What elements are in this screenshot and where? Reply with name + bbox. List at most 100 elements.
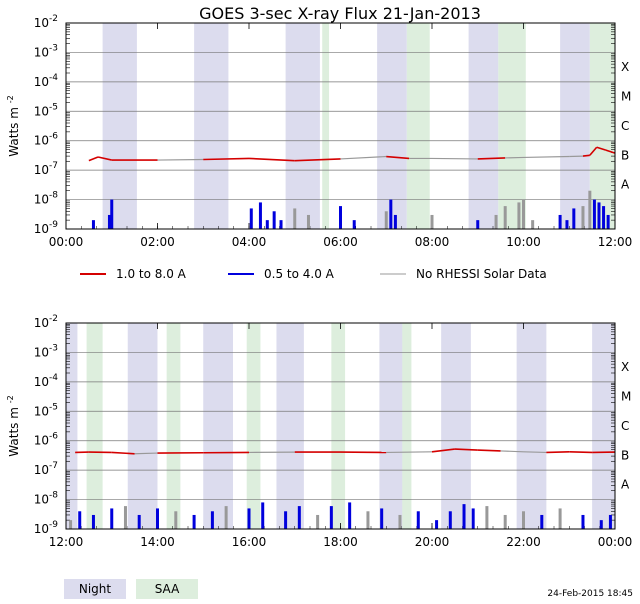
short-flux-bar	[273, 211, 276, 229]
short-flux-bar	[284, 511, 287, 529]
legend-label: 1.0 to 8.0 A	[116, 267, 187, 281]
short-flux-bar	[339, 206, 342, 229]
long-flux-segment	[478, 158, 505, 159]
y-tick-label: 10-8	[34, 191, 59, 207]
short-flux-bar	[280, 220, 283, 229]
night-band	[194, 23, 228, 229]
short-flux-bar	[261, 502, 264, 529]
short-flux-bar	[540, 515, 543, 529]
y-tick-label: 10-9	[34, 220, 59, 236]
short-flux-bar	[211, 511, 214, 529]
short-flux-bar	[476, 220, 479, 229]
y-tick-label: 10-4	[34, 373, 59, 389]
short-flux-bar	[156, 508, 159, 529]
short-flux-bar	[250, 208, 253, 229]
short-flux-bar	[110, 508, 113, 529]
short-flux-bar	[597, 202, 600, 229]
short-flux-bar	[531, 220, 534, 229]
y-tick-label: 10-9	[34, 520, 59, 536]
y-tick-label: 10-7	[34, 161, 58, 177]
flare-class-label: A	[621, 478, 630, 492]
short-flux-bar	[353, 220, 356, 229]
y-tick-label: 10-8	[34, 491, 59, 507]
short-flux-bar	[259, 202, 262, 229]
flare-class-label: X	[621, 60, 629, 74]
y-tick-label: 10-3	[34, 43, 58, 59]
short-flux-bar	[124, 506, 127, 529]
short-flux-bar	[504, 206, 507, 229]
y-tick-label: 10-5	[34, 102, 58, 118]
short-flux-bar	[588, 191, 591, 229]
short-flux-bar	[92, 220, 95, 229]
short-flux-bar	[572, 208, 575, 229]
saa-band	[167, 323, 181, 529]
long-flux-segment	[546, 452, 569, 453]
long-flux-segment	[158, 159, 204, 160]
short-flux-bar	[248, 508, 251, 529]
y-axis-title: Watts m -2	[6, 395, 21, 456]
short-flux-bar	[78, 511, 81, 529]
night-band	[379, 323, 404, 529]
short-flux-bar	[581, 515, 584, 529]
y-tick-label: 10-5	[34, 402, 58, 418]
long-flux-segment	[455, 449, 478, 450]
legend-label: No RHESSI Solar Data	[416, 267, 547, 281]
short-flux-bar	[193, 515, 196, 529]
short-flux-bar	[348, 502, 351, 529]
long-flux-segment	[583, 155, 590, 156]
saa-band	[331, 323, 345, 529]
flare-class-label: C	[621, 419, 629, 433]
short-flux-bar	[565, 220, 568, 229]
short-flux-bar	[600, 520, 603, 529]
x-tick-label: 12:00	[598, 235, 633, 249]
short-flux-bar	[398, 515, 401, 529]
y-tick-label: 10-2	[34, 14, 58, 30]
saa-band	[247, 323, 261, 529]
short-flux-bar	[593, 200, 596, 229]
night-band	[517, 323, 547, 529]
chart-title: GOES 3-sec X-ray Flux 21-Jan-2013	[199, 4, 481, 23]
night-band	[377, 23, 407, 229]
long-flux-segment	[203, 158, 249, 159]
y-tick-label: 10-6	[34, 432, 59, 448]
y-tick-label: 10-4	[34, 73, 59, 89]
y-tick-label: 10-2	[34, 314, 58, 330]
x-tick-label: 04:00	[232, 235, 267, 249]
x-tick-label: 22:00	[506, 535, 541, 549]
night-band	[469, 23, 499, 229]
long-flux-segment	[524, 452, 547, 453]
night-band	[560, 23, 590, 229]
short-flux-bar	[581, 206, 584, 229]
short-flux-bar	[307, 215, 310, 229]
night-band	[286, 23, 320, 229]
x-tick-label: 20:00	[415, 535, 450, 549]
plot-frame	[66, 23, 615, 229]
short-flux-bar	[517, 202, 520, 229]
short-flux-bar	[266, 220, 269, 229]
short-flux-bar	[293, 208, 296, 229]
short-flux-bar	[385, 211, 388, 229]
long-flux-segment	[432, 158, 478, 159]
short-flux-bar	[463, 504, 466, 529]
x-tick-label: 02:00	[140, 235, 175, 249]
night-band	[128, 323, 158, 529]
night-band	[103, 23, 137, 229]
short-flux-bar	[110, 200, 113, 229]
y-tick-label: 10-6	[34, 132, 59, 148]
long-flux-segment	[135, 453, 158, 454]
flare-class-label: A	[621, 178, 630, 192]
flare-class-label: M	[621, 89, 631, 103]
short-flux-bar	[69, 520, 72, 529]
short-flux-bar	[435, 520, 438, 529]
footer-date: 24-Feb-2015 18:45	[547, 589, 633, 599]
night-band	[441, 323, 471, 529]
long-flux-segment	[478, 450, 501, 451]
short-flux-bar	[522, 200, 525, 229]
x-tick-label: 14:00	[140, 535, 175, 549]
x-tick-label: 10:00	[506, 235, 541, 249]
short-flux-bar	[394, 215, 397, 229]
flare-class-label: C	[621, 119, 629, 133]
saa-band	[87, 323, 103, 529]
